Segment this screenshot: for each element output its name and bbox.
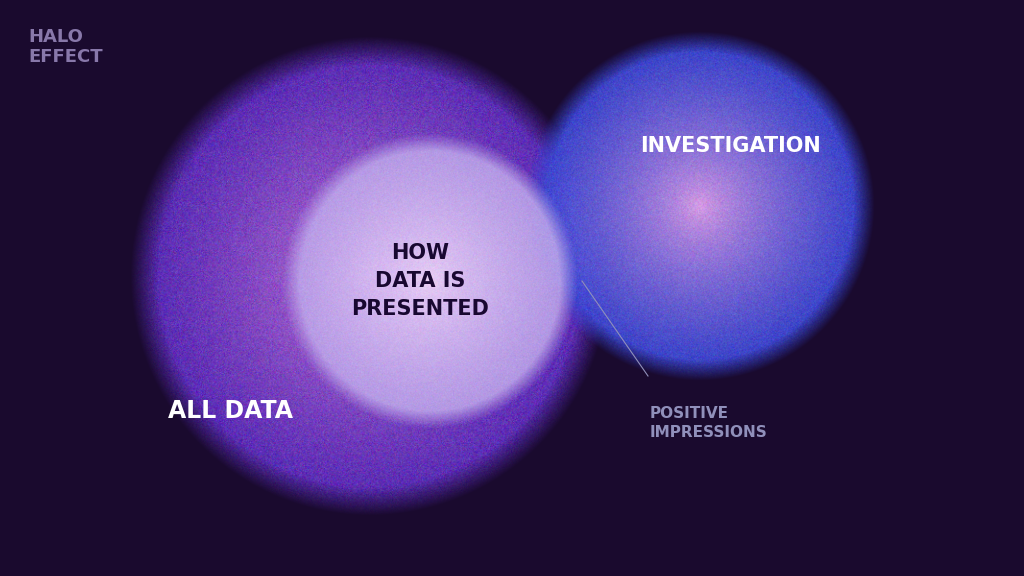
Text: HALO
EFFECT: HALO EFFECT — [28, 28, 102, 66]
Text: ALL DATA: ALL DATA — [168, 399, 293, 423]
Text: POSITIVE
IMPRESSIONS: POSITIVE IMPRESSIONS — [650, 406, 768, 439]
Text: HOW
DATA IS
PRESENTED: HOW DATA IS PRESENTED — [351, 243, 488, 319]
Text: INVESTIGATION: INVESTIGATION — [640, 136, 820, 156]
